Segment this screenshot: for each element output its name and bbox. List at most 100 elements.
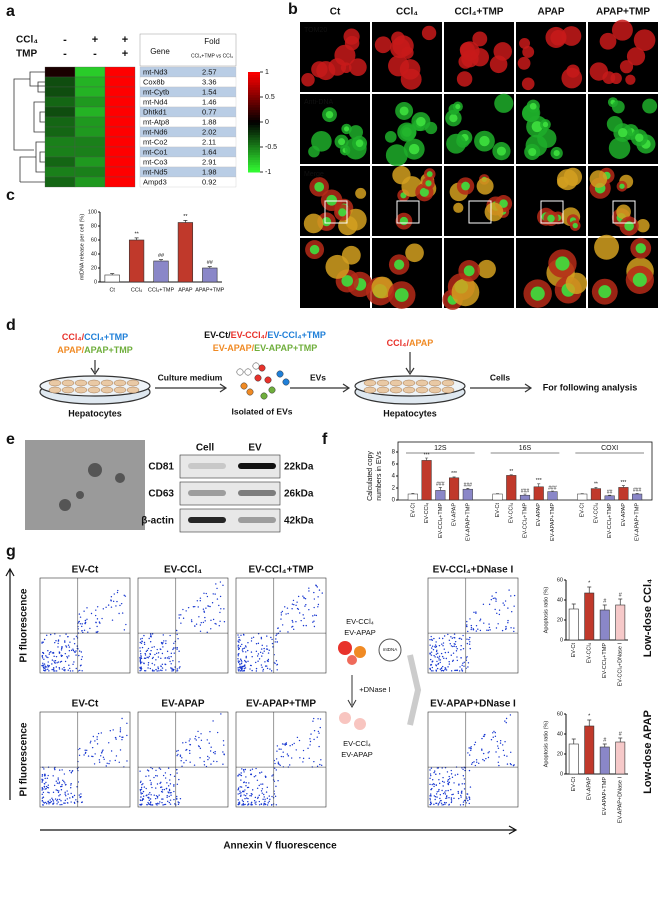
flow-event xyxy=(447,783,450,786)
flow-event xyxy=(292,625,294,628)
x-tick-label: APAP+TMP xyxy=(195,287,224,293)
flow-event xyxy=(275,634,277,637)
cell xyxy=(476,177,494,195)
flow-event xyxy=(54,798,57,800)
flow-event xyxy=(437,663,439,666)
flow-event xyxy=(444,767,447,769)
flow-event xyxy=(466,798,468,800)
heatmap-cell xyxy=(44,126,76,138)
flow-event xyxy=(189,744,192,746)
flow-event xyxy=(64,784,67,786)
flow-event xyxy=(172,648,174,651)
flow-event xyxy=(448,663,451,665)
flow-event xyxy=(147,770,150,772)
flow-event xyxy=(245,657,247,659)
cell xyxy=(517,56,531,70)
flow-event xyxy=(305,604,307,606)
flow-event xyxy=(139,661,142,664)
flow-event xyxy=(276,750,278,752)
column-header: APAP xyxy=(537,7,564,18)
fold-value: 3.36 xyxy=(202,77,217,86)
flow-event xyxy=(242,804,244,806)
flow-event xyxy=(203,760,205,763)
flow-event xyxy=(285,742,288,744)
flow-event xyxy=(165,640,167,642)
flow-event xyxy=(438,803,440,805)
flow-event xyxy=(145,775,147,778)
flow-event xyxy=(239,774,241,776)
nucleus xyxy=(542,121,549,128)
flow-event xyxy=(95,631,98,633)
colorbar-step xyxy=(248,87,260,90)
flow-event xyxy=(244,645,247,647)
colorbar-step xyxy=(248,122,260,125)
nucleus xyxy=(463,265,475,277)
flow-event xyxy=(89,742,92,744)
flow-event xyxy=(140,668,143,670)
significance-marker: # xyxy=(619,731,623,737)
flow-event xyxy=(275,804,278,806)
flow-event xyxy=(475,625,478,627)
nucleus xyxy=(416,116,426,127)
flow-event xyxy=(495,598,497,600)
flow-event xyxy=(96,606,99,608)
x-tick-label: EV-APAP+TMP xyxy=(635,503,641,541)
flow-event xyxy=(246,797,248,799)
flow-event xyxy=(245,782,247,784)
flow-event xyxy=(210,746,212,748)
flow-event xyxy=(494,608,496,611)
flow-event xyxy=(164,657,167,659)
flow-event xyxy=(433,795,436,797)
error-bar xyxy=(110,273,115,275)
flow-event xyxy=(55,789,57,791)
flow-event xyxy=(454,774,457,776)
flow-event xyxy=(177,749,179,752)
flow-event xyxy=(241,665,243,668)
x-tick-label: EV-CCl₄+TMP xyxy=(522,503,528,538)
significance-marker: ## xyxy=(207,260,214,266)
flow-event xyxy=(158,803,160,805)
flow-event xyxy=(41,789,43,791)
flow-event xyxy=(53,767,56,769)
flow-event xyxy=(214,753,216,755)
flow-event xyxy=(222,751,224,753)
flow-event xyxy=(240,774,243,777)
flow-event xyxy=(149,779,151,782)
x-tick-label: EV-APAP xyxy=(621,503,627,526)
colorbar-step xyxy=(248,77,260,80)
nucleus xyxy=(547,214,555,223)
flow-event xyxy=(220,608,222,610)
bar xyxy=(615,604,626,641)
cell xyxy=(608,137,631,159)
flow-event xyxy=(444,791,446,793)
flow-event xyxy=(78,620,80,623)
flow-event xyxy=(463,778,466,780)
cell xyxy=(494,93,514,113)
hepatocyte xyxy=(126,379,140,387)
flow-event xyxy=(60,800,62,802)
dish-label: Hepatocytes xyxy=(68,408,122,418)
flow-event xyxy=(451,793,453,796)
flow-event xyxy=(281,624,284,626)
flow-event xyxy=(312,621,314,623)
flow-event xyxy=(304,598,307,600)
error-bar xyxy=(594,487,598,489)
flow-event xyxy=(47,791,49,794)
flow-event xyxy=(496,740,498,743)
flow-event xyxy=(206,739,208,741)
flow-event xyxy=(241,643,243,646)
flow-event xyxy=(255,650,258,653)
flow-event xyxy=(433,783,435,786)
flow-event xyxy=(458,783,460,785)
ev-dot xyxy=(240,382,248,390)
flow-event xyxy=(169,634,171,637)
nucleus xyxy=(529,102,537,110)
flow-event xyxy=(56,782,59,784)
flow-event xyxy=(172,659,174,662)
step-label: For following analysis xyxy=(543,382,638,392)
flow-event xyxy=(125,623,127,626)
fold-value: 2.91 xyxy=(202,157,217,166)
flow-event xyxy=(153,646,155,648)
flow-event xyxy=(195,623,198,625)
flow-event xyxy=(216,731,219,734)
